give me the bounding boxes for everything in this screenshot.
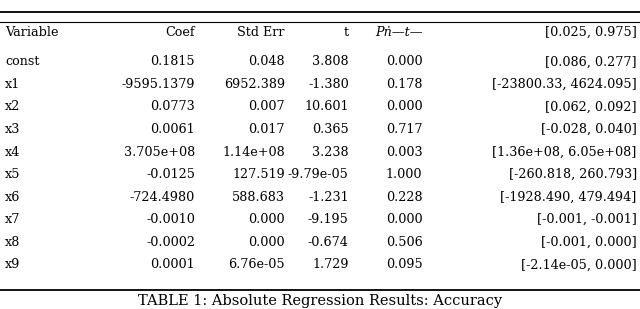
Text: 6.76e-05: 6.76e-05 [228,258,285,271]
Text: 0.017: 0.017 [248,123,285,136]
Text: [0.086, 0.277]: [0.086, 0.277] [545,55,637,68]
Text: [-0.028, 0.040]: [-0.028, 0.040] [541,123,637,136]
Text: [-2.14e-05, 0.000]: [-2.14e-05, 0.000] [521,258,637,271]
Text: -0.674: -0.674 [308,236,349,249]
Text: const: const [5,55,40,68]
Text: 588.683: 588.683 [232,191,285,204]
Text: x4: x4 [5,146,20,159]
Text: x1: x1 [5,78,20,91]
Text: -1.231: -1.231 [308,191,349,204]
Text: x9: x9 [5,258,20,271]
Text: 10.601: 10.601 [304,100,349,113]
Text: x2: x2 [5,100,20,113]
Text: x3: x3 [5,123,20,136]
Text: 0.1815: 0.1815 [150,55,195,68]
Text: x8: x8 [5,236,20,249]
Text: [-0.001, -0.001]: [-0.001, -0.001] [537,213,637,226]
Text: 1.729: 1.729 [312,258,349,271]
Text: 0.365: 0.365 [312,123,349,136]
Text: -0.0010: -0.0010 [147,213,195,226]
Text: -9.79e-05: -9.79e-05 [288,168,349,181]
Text: 0.717: 0.717 [386,123,422,136]
Text: -9595.1379: -9595.1379 [122,78,195,91]
Text: -9.195: -9.195 [308,213,349,226]
Text: 0.000: 0.000 [248,213,285,226]
Text: 1.000: 1.000 [386,168,422,181]
Text: [0.025, 0.975]: [0.025, 0.975] [545,26,637,39]
Text: [0.062, 0.092]: [0.062, 0.092] [545,100,637,113]
Text: -724.4980: -724.4980 [130,191,195,204]
Text: 0.0001: 0.0001 [150,258,195,271]
Text: 0.0061: 0.0061 [150,123,195,136]
Text: Std Err: Std Err [237,26,285,39]
Text: 0.003: 0.003 [386,146,422,159]
Text: 0.000: 0.000 [386,100,422,113]
Text: 0.048: 0.048 [248,55,285,68]
Text: 0.000: 0.000 [386,213,422,226]
Text: [1.36e+08, 6.05e+08]: [1.36e+08, 6.05e+08] [492,146,637,159]
Text: x5: x5 [5,168,20,181]
Text: TABLE 1: Absolute Regression Results: Accuracy: TABLE 1: Absolute Regression Results: Ac… [138,294,502,308]
Text: 0.007: 0.007 [248,100,285,113]
Text: 0.228: 0.228 [386,191,422,204]
Text: 0.0773: 0.0773 [150,100,195,113]
Text: [-260.818, 260.793]: [-260.818, 260.793] [509,168,637,181]
Text: 0.095: 0.095 [386,258,422,271]
Text: [-1928.490, 479.494]: [-1928.490, 479.494] [500,191,637,204]
Text: Pṅ—t—: Pṅ—t— [375,26,422,39]
Text: -0.0002: -0.0002 [146,236,195,249]
Text: -1.380: -1.380 [308,78,349,91]
Text: [-23800.33, 4624.095]: [-23800.33, 4624.095] [492,78,637,91]
Text: -0.0125: -0.0125 [146,168,195,181]
Text: 127.519: 127.519 [232,168,285,181]
Text: x7: x7 [5,213,20,226]
Text: t: t [344,26,349,39]
Text: Coef: Coef [166,26,195,39]
Text: [-0.001, 0.000]: [-0.001, 0.000] [541,236,637,249]
Text: x6: x6 [5,191,20,204]
Text: 3.238: 3.238 [312,146,349,159]
Text: 0.506: 0.506 [386,236,422,249]
Text: 0.000: 0.000 [386,55,422,68]
Text: 3.808: 3.808 [312,55,349,68]
Text: Variable: Variable [5,26,59,39]
Text: 1.14e+08: 1.14e+08 [222,146,285,159]
Text: 6952.389: 6952.389 [223,78,285,91]
Text: 0.178: 0.178 [386,78,422,91]
Text: 3.705e+08: 3.705e+08 [124,146,195,159]
Text: 0.000: 0.000 [248,236,285,249]
